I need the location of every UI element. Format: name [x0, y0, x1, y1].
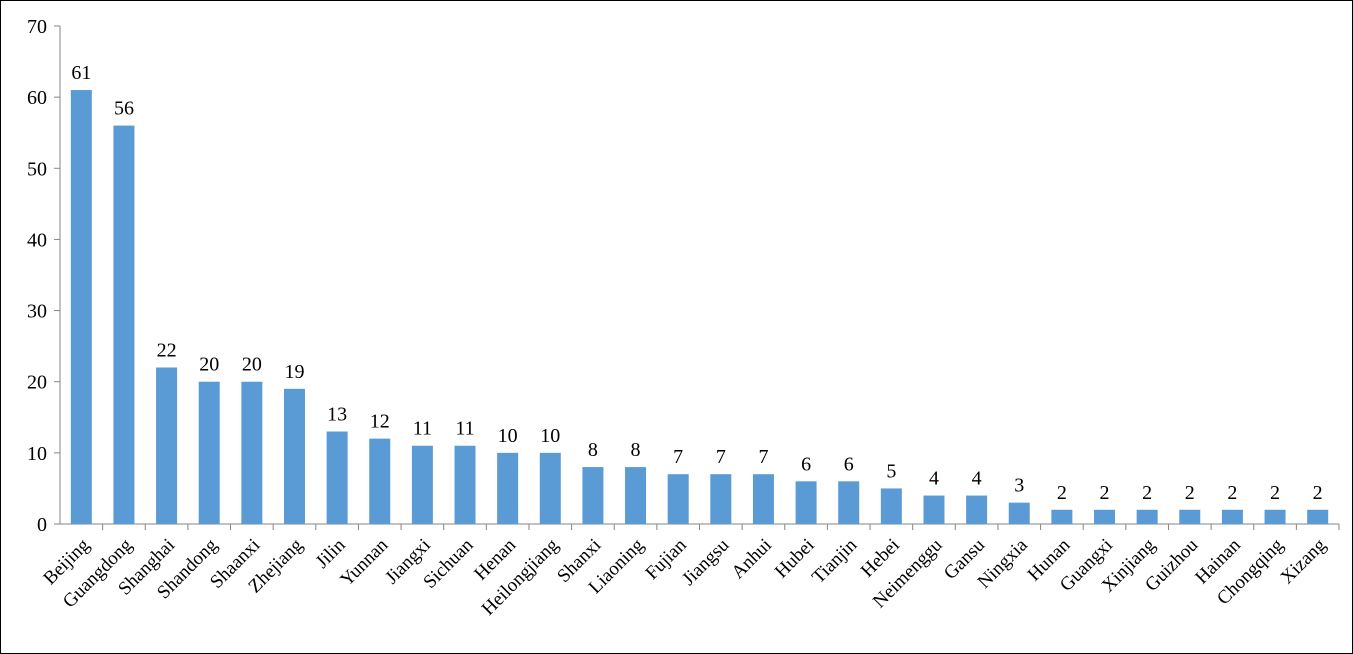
bar [326, 431, 348, 524]
bar [667, 474, 689, 524]
bar [1008, 502, 1030, 524]
y-tick-label: 20 [27, 372, 47, 394]
bar [241, 381, 263, 524]
bar [198, 381, 220, 524]
y-tick-label: 70 [27, 16, 47, 38]
bar [411, 445, 433, 524]
y-tick-label: 50 [27, 158, 47, 180]
data-label: 22 [157, 339, 177, 361]
bar [1264, 509, 1286, 524]
data-label: 2 [1057, 482, 1067, 504]
bar [795, 481, 817, 524]
data-label: 20 [242, 354, 262, 376]
data-label: 6 [844, 453, 854, 475]
x-tick-label: Yunnan [336, 534, 392, 590]
bar [923, 495, 945, 524]
y-tick-label: 10 [27, 443, 47, 465]
data-label: 12 [370, 411, 390, 433]
data-label: 8 [588, 439, 598, 461]
data-label: 11 [455, 418, 474, 440]
x-tick-label: Tianjin [808, 534, 862, 588]
x-tick-label: Anhui [728, 535, 776, 583]
data-label: 2 [1313, 482, 1323, 504]
y-tick-label: 40 [27, 229, 47, 251]
bar [1136, 509, 1158, 524]
data-label: 5 [886, 460, 896, 482]
data-label: 4 [972, 468, 982, 490]
bar [1179, 509, 1201, 524]
data-label: 2 [1142, 482, 1152, 504]
data-label: 10 [498, 425, 518, 447]
data-label: 56 [114, 98, 134, 120]
data-label: 20 [199, 354, 219, 376]
bar [113, 125, 135, 524]
bar [625, 467, 647, 524]
bar [880, 488, 902, 524]
data-label: 7 [758, 446, 768, 468]
bar [966, 495, 988, 524]
data-label: 7 [673, 446, 683, 468]
data-label: 4 [929, 468, 939, 490]
bar [1094, 509, 1116, 524]
bar [156, 367, 178, 524]
data-label: 2 [1185, 482, 1195, 504]
data-label: 61 [71, 62, 91, 84]
bar [454, 445, 476, 524]
bar [1051, 509, 1073, 524]
y-tick-label: 0 [37, 514, 47, 536]
bar [582, 467, 604, 524]
bar [497, 452, 519, 524]
x-tick-label: Xizang [1277, 534, 1331, 588]
bar [838, 481, 860, 524]
data-label: 13 [327, 404, 347, 426]
data-label: 11 [413, 418, 432, 440]
bar [539, 452, 561, 524]
data-label: 8 [631, 439, 641, 461]
x-tick-label: Jiangsu [678, 534, 734, 590]
data-label: 6 [801, 453, 811, 475]
data-label: 2 [1227, 482, 1237, 504]
data-label: 7 [716, 446, 726, 468]
bar [70, 90, 92, 525]
data-label: 3 [1014, 475, 1024, 497]
bar [1307, 509, 1329, 524]
bar [1221, 509, 1243, 524]
bar [752, 474, 774, 524]
data-label: 2 [1100, 482, 1110, 504]
data-label: 19 [284, 361, 304, 383]
bar [283, 388, 305, 524]
data-label: 10 [540, 425, 560, 447]
y-tick-label: 30 [27, 301, 47, 323]
y-tick-label: 60 [27, 87, 47, 109]
bar [369, 438, 391, 524]
data-label: 2 [1270, 482, 1280, 504]
bar [710, 474, 732, 524]
